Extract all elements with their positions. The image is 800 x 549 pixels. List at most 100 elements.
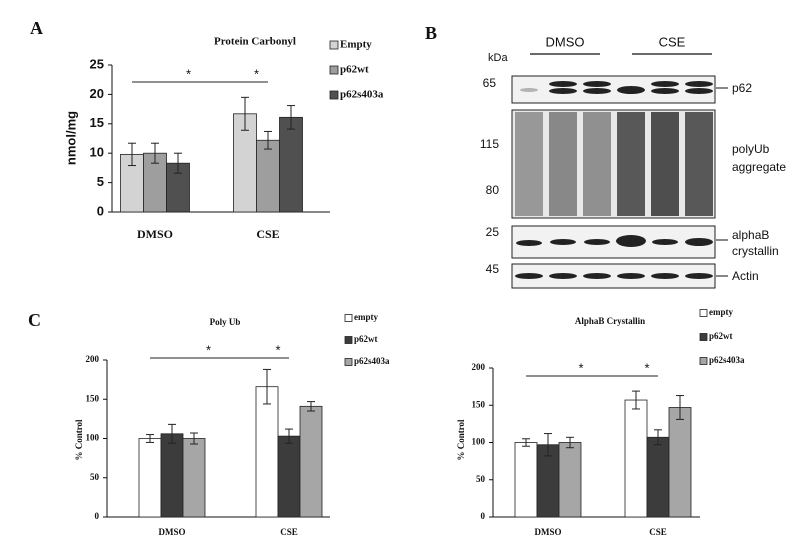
mw-marker: 25 — [486, 225, 500, 239]
y-axis-label: nmol/mg — [63, 111, 78, 165]
legend-swatch — [329, 65, 339, 75]
bar — [646, 436, 670, 518]
panel-label: B — [425, 23, 437, 43]
band-label: Actin — [732, 269, 759, 283]
y-tick-label: 5 — [97, 174, 104, 189]
bar — [668, 407, 692, 518]
error-bar — [522, 438, 530, 447]
significance-star: * — [578, 360, 583, 375]
bar — [256, 139, 280, 213]
y-axis-label: % Control — [456, 419, 466, 461]
legend-label: empty — [709, 307, 733, 317]
legend-label: empty — [354, 312, 378, 322]
western-blot: kDa DMSO CSE 65 115 80 25 45 p62 polyUb … — [480, 34, 786, 289]
band-label: aggregate — [732, 160, 786, 174]
x-tick-label: DMSO — [159, 527, 186, 537]
mw-marker: 45 — [486, 262, 500, 276]
error-bar — [544, 433, 552, 457]
chart-title: Poly Ub — [210, 317, 241, 327]
error-bar — [287, 105, 295, 130]
bar — [182, 438, 206, 518]
blot-strip — [511, 225, 716, 259]
legend-label: p62s403a — [340, 89, 384, 101]
error-bar — [151, 142, 159, 164]
x-tick-label: DMSO — [137, 227, 173, 241]
group-label: DMSO — [546, 34, 585, 49]
y-tick-label: 200 — [472, 362, 486, 372]
significance-star: * — [186, 66, 191, 81]
band-label: p62 — [732, 81, 752, 95]
group-label: CSE — [659, 34, 686, 49]
legend-swatch — [699, 309, 708, 317]
blot-strip — [511, 75, 716, 104]
panel-label: C — [28, 310, 41, 330]
band-label: polyUb — [732, 142, 770, 156]
significance-star: * — [644, 360, 649, 375]
y-tick-label: 0 — [95, 511, 100, 521]
error-bar — [654, 429, 662, 446]
legend-swatch — [344, 314, 353, 322]
y-tick-label: 15 — [90, 115, 104, 130]
y-tick-label: 25 — [90, 56, 104, 71]
panel-label: A — [30, 18, 43, 38]
error-bar — [190, 432, 198, 445]
bar — [514, 442, 538, 518]
legend-swatch — [699, 357, 708, 365]
legend-label: p62s403a — [709, 355, 745, 365]
y-tick-label: 150 — [86, 393, 100, 403]
legend-label: p62wt — [340, 64, 369, 76]
y-tick-label: 200 — [86, 354, 100, 364]
error-bar — [263, 368, 271, 405]
significance-star: * — [206, 342, 211, 357]
y-tick-label: 100 — [472, 437, 486, 447]
y-axis-label: % Control — [74, 419, 84, 461]
mw-marker: 65 — [483, 76, 497, 90]
error-bar — [128, 142, 136, 167]
error-bar — [168, 423, 176, 444]
bar — [255, 386, 279, 518]
error-bar — [174, 152, 182, 174]
error-bar — [307, 401, 315, 412]
error-bar — [566, 436, 574, 449]
y-tick-label: 100 — [86, 433, 100, 443]
significance-star: * — [254, 66, 259, 81]
legend-swatch — [329, 90, 339, 100]
error-bar — [146, 434, 154, 443]
y-tick-label: 150 — [472, 399, 486, 409]
bar — [277, 435, 301, 518]
mw-marker: 115 — [480, 137, 499, 151]
chart-title: Protein Carbonyl — [214, 36, 296, 48]
blot-strip — [511, 109, 716, 219]
legend-swatch — [344, 358, 353, 366]
y-tick-label: 0 — [481, 511, 486, 521]
y-tick-label: 20 — [90, 86, 104, 101]
legend-label: p62wt — [709, 331, 733, 341]
bar — [138, 438, 162, 518]
x-tick-label: CSE — [256, 227, 279, 241]
error-bar — [285, 428, 293, 444]
bar — [299, 405, 323, 518]
legend-swatch — [344, 336, 353, 344]
bands — [515, 81, 713, 279]
legend-label: p62s403a — [354, 356, 390, 366]
error-bar — [632, 390, 640, 410]
error-bar — [264, 130, 272, 150]
legend-label: Empty — [340, 39, 372, 51]
chart-title: AlphaB Crystallin — [575, 316, 645, 326]
significance-star: * — [275, 342, 280, 357]
y-tick-label: 50 — [90, 472, 100, 482]
x-tick-label: DMSO — [535, 527, 562, 537]
mw-marker: 80 — [486, 183, 500, 197]
bar — [558, 442, 582, 518]
x-tick-label: CSE — [649, 527, 667, 537]
blot-strip — [511, 263, 716, 289]
legend-swatch — [699, 333, 708, 341]
band-label: alphaB — [732, 228, 769, 242]
band-label: crystallin — [732, 244, 779, 258]
bar — [624, 399, 648, 518]
legend-swatch — [329, 40, 339, 50]
error-bar — [676, 395, 684, 420]
error-bar — [241, 96, 249, 131]
y-tick-label: 50 — [476, 474, 486, 484]
